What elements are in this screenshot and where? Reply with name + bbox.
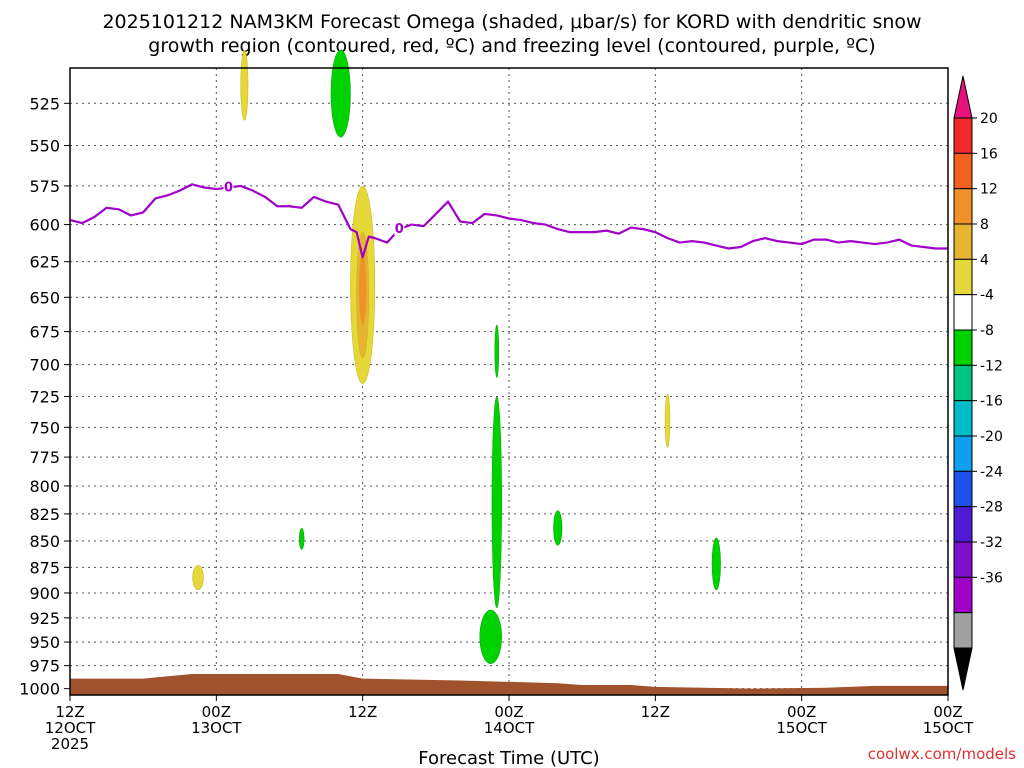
x-tick-label: 00Z — [933, 703, 962, 721]
grid-lines — [70, 68, 948, 695]
x-tick-label: 15OCT — [776, 719, 827, 737]
colorbar-box — [953, 470, 973, 508]
colorbar-label: -28 — [980, 500, 1003, 516]
chart-title-line2: growth region (contoured, red, ºC) and f… — [148, 35, 875, 57]
colorbar-label: -12 — [980, 358, 1003, 374]
y-axis-ticks: 525 550 575 600 625 650 675 700 725 750 775 800 825 8… — [19, 94, 70, 699]
colorbar-label: -4 — [980, 288, 994, 304]
y-tick-label: 925 — [29, 609, 60, 628]
y-tick-label: 650 — [29, 288, 60, 307]
y-tick-label: 725 — [29, 388, 60, 407]
freezing-level-line — [69, 183, 948, 259]
colorbar-label: 12 — [980, 182, 998, 198]
omega-region — [711, 537, 721, 591]
omega-region — [240, 49, 249, 121]
y-tick-label: 575 — [29, 177, 60, 196]
colorbar-box — [953, 223, 973, 260]
omega-region — [479, 609, 502, 665]
colorbar-box — [953, 612, 973, 649]
y-tick-label: 675 — [29, 323, 60, 342]
contour-label-bg — [394, 221, 405, 236]
colorbar-label: 20 — [980, 111, 998, 127]
omega-region — [494, 324, 500, 378]
terrain — [70, 674, 948, 695]
plot-area: 00 — [69, 49, 949, 696]
freezing-level-contour: 00 — [69, 179, 948, 259]
x-tick-label: 12OCT — [45, 719, 96, 737]
colorbar-box — [953, 258, 973, 296]
colorbar-label: 4 — [980, 252, 989, 268]
y-tick-label: 625 — [29, 253, 60, 272]
omega-region — [330, 49, 351, 138]
chart-title-line1: 2025101212 NAM3KM Forecast Omega (shaded… — [102, 11, 921, 33]
omega-region — [358, 254, 367, 326]
x-tick-label: 2025 — [51, 735, 89, 753]
x-tick-label: 12Z — [641, 703, 670, 721]
colorbar-box — [953, 400, 973, 437]
colorbar-label: -16 — [980, 394, 1003, 410]
colorbar-label: -24 — [980, 464, 1003, 480]
colorbar-box — [953, 117, 973, 154]
colorbar-label: -32 — [980, 535, 1003, 551]
y-tick-label: 600 — [29, 216, 60, 235]
y-tick-label: 825 — [29, 505, 60, 524]
colorbar: 20 16 12 8 4 -4 -8 -12 -16 -20 -24 -28 -32 -36 — [953, 75, 1003, 691]
colorbar-box — [953, 435, 973, 472]
colorbar-box — [953, 506, 973, 543]
colorbar-box — [953, 576, 973, 614]
terrain-fill — [70, 674, 948, 695]
y-tick-label: 525 — [29, 94, 60, 113]
x-tick-label: 00Z — [787, 703, 816, 721]
x-tick-label: 12Z — [55, 703, 84, 721]
colorbar-box — [953, 364, 973, 402]
colorbar-top-arrow — [953, 75, 973, 119]
x-tick-label: 12Z — [348, 703, 377, 721]
y-tick-label: 875 — [29, 558, 60, 577]
omega-region — [664, 393, 671, 448]
y-tick-label: 775 — [29, 448, 60, 467]
colorbar-bottom-arrow — [953, 647, 973, 691]
colorbar-label: 8 — [980, 217, 989, 233]
credit-text: coolwx.com/models — [868, 745, 1016, 763]
y-tick-label: 750 — [29, 418, 60, 437]
colorbar-label: -36 — [980, 570, 1003, 586]
colorbar-label: -20 — [980, 429, 1003, 445]
y-tick-label: 850 — [29, 532, 60, 551]
contour-label-bg — [223, 179, 234, 194]
omega-region — [192, 565, 204, 591]
x-tick-label: 13OCT — [191, 719, 242, 737]
colorbar-box — [953, 152, 973, 190]
y-tick-label: 550 — [29, 137, 60, 156]
y-tick-label: 975 — [29, 657, 60, 676]
x-tick-label: 15OCT — [923, 719, 974, 737]
colorbar-label: -8 — [980, 323, 994, 339]
y-tick-label: 950 — [29, 633, 60, 652]
freezing-level-label: 0 — [224, 181, 233, 196]
colorbar-box — [953, 294, 973, 331]
y-tick-label: 900 — [29, 584, 60, 603]
y-tick-label: 700 — [29, 356, 60, 375]
y-tick-label: 800 — [29, 477, 60, 496]
x-tick-label: 14OCT — [484, 719, 535, 737]
x-tick-label: 00Z — [202, 703, 231, 721]
omega-region — [299, 527, 305, 550]
colorbar-box — [953, 329, 973, 366]
omega-region — [553, 510, 563, 546]
x-tick-label: 00Z — [494, 703, 523, 721]
colorbar-label: 16 — [980, 146, 998, 162]
colorbar-box — [953, 188, 973, 225]
omega-region — [491, 396, 502, 609]
colorbar-box — [953, 541, 973, 578]
y-tick-label: 1000 — [19, 680, 60, 699]
x-axis-label: Forecast Time (UTC) — [418, 748, 599, 768]
freezing-level-label: 0 — [395, 222, 404, 237]
